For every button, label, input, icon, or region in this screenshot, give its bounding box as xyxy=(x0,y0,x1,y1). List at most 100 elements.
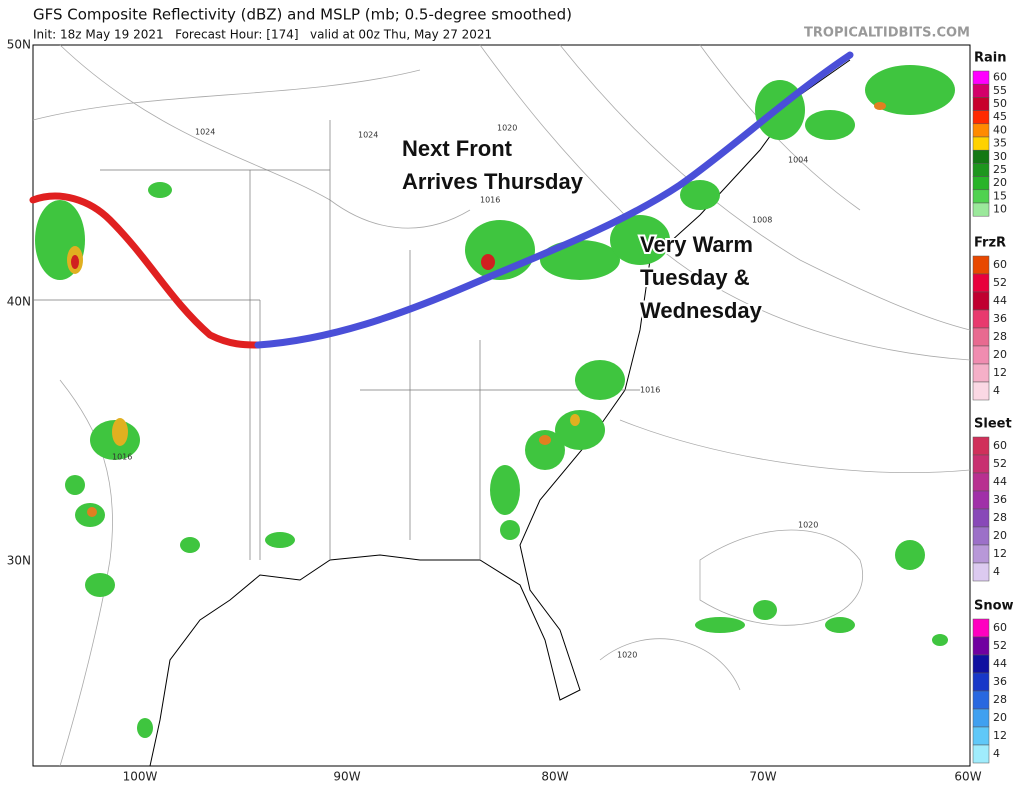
legend-swatch xyxy=(972,562,990,582)
annotation: Wednesday xyxy=(640,298,763,323)
cold-front xyxy=(254,51,854,349)
legend-title: Sleet xyxy=(974,417,1012,432)
legend-swatch xyxy=(972,381,990,401)
legend-title: Snow xyxy=(974,599,1014,614)
warm-front xyxy=(29,192,262,349)
legend-label: 15 xyxy=(993,189,1007,202)
legend-label: 52 xyxy=(993,457,1007,470)
legend-swatch xyxy=(972,291,990,311)
isobar-label: 1016 xyxy=(640,386,660,395)
legend-swatch xyxy=(972,97,990,111)
legend-label: 52 xyxy=(993,639,1007,652)
legend-swatch xyxy=(972,472,990,492)
isobar-labels: 1024 1024 1020 1016 1008 1004 1016 1020 1020 1016 xyxy=(112,124,818,660)
legend-label: 35 xyxy=(993,137,1007,150)
legend-label: 44 xyxy=(993,657,1007,670)
legend-title: FrzR xyxy=(974,236,1006,251)
legend-swatch xyxy=(972,526,990,546)
coastline xyxy=(149,59,851,767)
legend-label: 50 xyxy=(993,97,1007,110)
isobar-label: 1016 xyxy=(480,196,500,205)
legend-swatch xyxy=(972,273,990,293)
lat-label: 40N xyxy=(7,295,31,309)
legend-swatch xyxy=(972,363,990,383)
legend-label: 25 xyxy=(993,163,1007,176)
legend-label: 4 xyxy=(993,747,1000,760)
isobar-label: 1008 xyxy=(752,216,772,225)
legend-swatch xyxy=(972,110,990,125)
legend-label: 45 xyxy=(993,110,1007,123)
legend-label: 4 xyxy=(993,384,1000,397)
legend-swatch xyxy=(972,327,990,347)
legend-label: 36 xyxy=(993,493,1007,506)
annotation: Arrives Thursday xyxy=(402,169,584,194)
annotation: Tuesday & xyxy=(640,265,750,290)
legend-swatch xyxy=(972,189,990,204)
legend-swatch xyxy=(972,70,990,85)
legend-swatch xyxy=(972,345,990,365)
legend-label: 60 xyxy=(993,439,1007,452)
legend-label: 12 xyxy=(993,366,1007,379)
legend-label: 60 xyxy=(993,71,1007,84)
legend-label: 28 xyxy=(993,693,1007,706)
legend: Rain6055504540353025201510FrzR6052443628… xyxy=(972,51,1014,764)
legend-swatch xyxy=(972,309,990,329)
legend-swatch xyxy=(972,544,990,564)
legend-swatch xyxy=(972,436,990,456)
legend-swatch xyxy=(972,255,990,275)
legend-label: 28 xyxy=(993,330,1007,343)
legend-swatch xyxy=(972,83,990,98)
credit: TROPICALTIDBITS.COM xyxy=(804,26,970,41)
legend-swatch xyxy=(972,490,990,510)
legend-label: 55 xyxy=(993,84,1007,97)
legend-label: 28 xyxy=(993,511,1007,524)
legend-label: 4 xyxy=(993,565,1000,578)
legend-label: 20 xyxy=(993,176,1007,189)
annotation: Next Front xyxy=(402,136,513,161)
isobar-label: 1004 xyxy=(788,156,808,165)
legend-label: 12 xyxy=(993,547,1007,560)
legend-swatch xyxy=(972,454,990,474)
legend-label: 12 xyxy=(993,729,1007,742)
lon-label: 80W xyxy=(541,770,568,784)
lon-label: 90W xyxy=(333,770,360,784)
legend-label: 20 xyxy=(993,711,1007,724)
subtitle: Init: 18z May 19 2021 Forecast Hour: [17… xyxy=(33,28,492,42)
state-lines xyxy=(33,120,640,560)
map: 1024 1024 1020 1016 1008 1004 1016 1020 1020 1016… xyxy=(7,38,982,784)
legend-label: 36 xyxy=(993,675,1007,688)
isobar-label: 1020 xyxy=(798,521,818,530)
legend-swatch xyxy=(972,136,990,151)
legend-swatch xyxy=(972,202,990,217)
legend-swatch xyxy=(972,708,990,728)
legend-swatch xyxy=(972,726,990,746)
lat-label: 50N xyxy=(7,38,31,52)
isobar-label: 1020 xyxy=(497,124,517,133)
map-frame xyxy=(32,44,971,767)
legend-swatch xyxy=(972,690,990,710)
legend-swatch xyxy=(972,618,990,638)
legend-swatch xyxy=(972,654,990,674)
legend-swatch xyxy=(972,176,990,191)
isobar-label: 1024 xyxy=(195,128,215,137)
legend-swatch xyxy=(972,123,990,138)
legend-label: 44 xyxy=(993,475,1007,488)
legend-label: 36 xyxy=(993,312,1007,325)
isobar-label: 1024 xyxy=(358,131,378,140)
legend-label: 30 xyxy=(993,150,1007,163)
legend-label: 10 xyxy=(993,203,1007,216)
isobars xyxy=(32,44,971,767)
legend-title: Rain xyxy=(974,51,1007,66)
legend-label: 20 xyxy=(993,529,1007,542)
legend-label: 20 xyxy=(993,348,1007,361)
legend-label: 60 xyxy=(993,621,1007,634)
annotation: Very Warm xyxy=(640,232,753,257)
legend-swatch xyxy=(972,744,990,764)
legend-label: 60 xyxy=(993,258,1007,271)
radar-echoes xyxy=(35,65,955,738)
storm-cores xyxy=(67,102,886,517)
lat-label: 30N xyxy=(7,554,31,568)
lon-label: 60W xyxy=(954,770,981,784)
legend-swatch xyxy=(972,508,990,528)
